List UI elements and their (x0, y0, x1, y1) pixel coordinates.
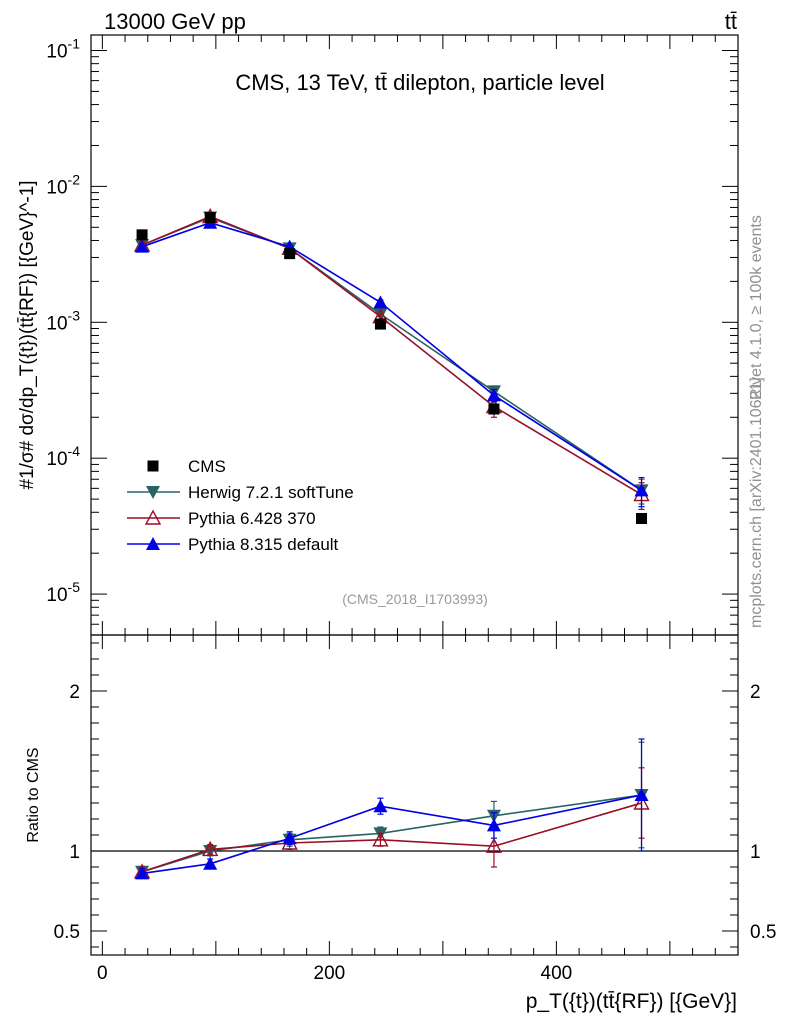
analysis-tag: (CMS_2018_I1703993) (342, 591, 488, 607)
main-axis-ticks (91, 35, 738, 635)
chart-title: CMS, 13 TeV, tt̄ dilepton, particle leve… (235, 70, 604, 95)
main-y-tick-label: 10-5 (46, 579, 80, 606)
pythia8-point (135, 239, 150, 253)
legend-label: CMS (188, 457, 226, 476)
ratio-y-tick-label: 2 (69, 682, 80, 703)
pythia8-point (486, 388, 501, 402)
ratio-series-pythia8 (135, 738, 649, 880)
x-axis-label: p_T({t})(tt̄{RF}) [{GeV}] (526, 990, 737, 1013)
main-y-tick-label: 10-4 (46, 443, 80, 470)
pythia6-ratio-point (202, 840, 219, 857)
process-label: tt̄ (725, 9, 737, 34)
x-tick-label: 0 (97, 963, 108, 984)
main-series-group (133, 208, 650, 524)
pythia8-ratio-point (373, 799, 388, 813)
ratio-y-tick-labels: 0.5 0.5 1 1 2 2 (54, 682, 777, 943)
pythia8-ratio-point (634, 788, 649, 801)
cms-point (284, 248, 296, 260)
x-tick-label: 400 (541, 963, 573, 984)
legend: CMS Herwig 7.2.1 softTune Pythia 6.428 370… (127, 457, 354, 554)
ratio-y-tick-label-right: 0.5 (750, 922, 776, 943)
ratio-y-tick-label: 0.5 (54, 922, 80, 943)
pythia6-ratio-point (372, 831, 389, 847)
rivet-version-label: Rivet 4.1.0, ≥ 100k events (748, 215, 765, 400)
legend-label: Pythia 6.428 370 (188, 509, 316, 528)
ratio-panel-frame (90, 634, 739, 956)
pythia6-line (141, 215, 642, 496)
ratio-series-group (133, 738, 650, 880)
legend-marker (147, 460, 159, 472)
legend-item-herwig: Herwig 7.2.1 softTune (127, 483, 354, 502)
cms-point (488, 403, 500, 415)
pythia8-ratio-line (141, 794, 642, 875)
ratio-y-tick-label: 1 (69, 842, 80, 863)
pythia8-point (634, 483, 649, 497)
mcplots-site-label: mcplots.cern.ch [arXiv:2401.10621] (748, 377, 765, 628)
legend-label: Herwig 7.2.1 softTune (188, 483, 354, 502)
cms-point (204, 212, 216, 224)
pythia6-ratio-line (141, 802, 642, 873)
pythia6-ratio-point (485, 837, 503, 853)
main-y-tick-label: 10-2 (46, 171, 80, 198)
legend-item-pythia6: Pythia 6.428 370 (127, 509, 316, 528)
ratio-y-tick-label-right: 2 (750, 682, 761, 703)
legend-item-cms: CMS (147, 457, 226, 476)
ratio-axis-ticks (91, 635, 738, 955)
legend-label: Pythia 8.315 default (188, 535, 339, 554)
main-y-axis-label: #1/σ# dσ/dp_T({t})(tt̄{RF}) [{GeV}^-1] (17, 180, 38, 489)
ratio-series-herwig (135, 741, 649, 879)
cms-point (636, 512, 648, 524)
ratio-y-axis-label: Ratio to CMS (25, 747, 42, 842)
series-cms (136, 212, 648, 524)
ratio-panel: 0.5 0.5 1 1 2 2 0 200 400 Ratio to CMS p_T({t})… (25, 634, 777, 1013)
main-y-tick-labels: 10-1 10-2 10-3 10-4 10-5 (46, 35, 80, 606)
x-tick-labels: 0 200 400 (97, 963, 572, 984)
x-tick-label: 200 (314, 963, 346, 984)
main-y-tick-label: 10-3 (46, 307, 80, 334)
legend-marker (144, 509, 162, 525)
cms-point (136, 229, 148, 241)
beam-label: 13000 GeV pp (104, 9, 246, 34)
pythia8-point (373, 295, 388, 309)
legend-item-pythia8: Pythia 8.315 default (127, 535, 339, 554)
pythia8-ratio-point (486, 818, 501, 832)
legend-marker (146, 537, 160, 550)
herwig-ratio-line (141, 794, 642, 873)
main-panel: 10-1 10-2 10-3 10-4 10-5 CMS, 13 TeV, tt̄ di… (17, 34, 739, 636)
ratio-y-tick-label-right: 1 (750, 842, 761, 863)
pythia8-ratio-point (282, 831, 297, 845)
pythia8-line (141, 221, 642, 492)
main-y-tick-label: 10-1 (46, 35, 80, 62)
pythia8-ratio-point (135, 866, 150, 880)
pythia8-ratio-point (203, 856, 218, 870)
legend-marker (146, 486, 160, 499)
cms-point (374, 318, 386, 330)
